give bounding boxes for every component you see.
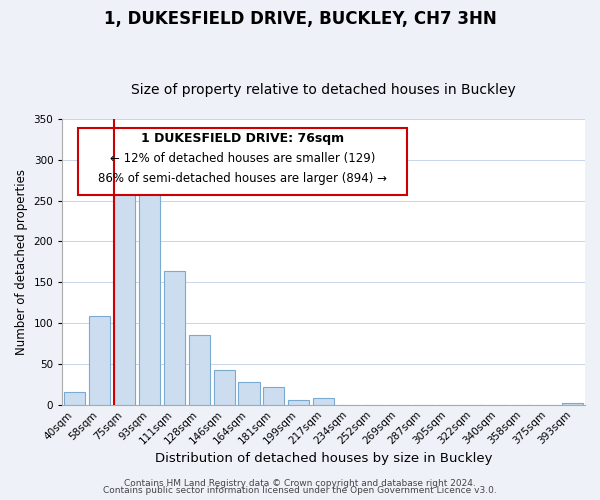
FancyBboxPatch shape: [78, 128, 407, 194]
Bar: [64, 392, 85, 404]
Bar: [238, 382, 260, 404]
Bar: [139, 184, 160, 404]
Bar: [313, 398, 334, 404]
Text: 1, DUKESFIELD DRIVE, BUCKLEY, CH7 3HN: 1, DUKESFIELD DRIVE, BUCKLEY, CH7 3HN: [104, 10, 496, 28]
Title: Size of property relative to detached houses in Buckley: Size of property relative to detached ho…: [131, 83, 516, 97]
Bar: [263, 387, 284, 404]
Bar: [164, 271, 185, 404]
Y-axis label: Number of detached properties: Number of detached properties: [15, 169, 28, 355]
Bar: [114, 166, 135, 404]
Bar: [214, 370, 235, 404]
Text: 1 DUKESFIELD DRIVE: 76sqm: 1 DUKESFIELD DRIVE: 76sqm: [141, 132, 344, 145]
Bar: [188, 334, 210, 404]
Bar: [288, 400, 310, 404]
X-axis label: Distribution of detached houses by size in Buckley: Distribution of detached houses by size …: [155, 452, 493, 465]
Text: 86% of semi-detached houses are larger (894) →: 86% of semi-detached houses are larger (…: [98, 172, 387, 185]
Bar: [89, 316, 110, 404]
Bar: [562, 403, 583, 404]
Text: Contains public sector information licensed under the Open Government Licence v3: Contains public sector information licen…: [103, 486, 497, 495]
Text: Contains HM Land Registry data © Crown copyright and database right 2024.: Contains HM Land Registry data © Crown c…: [124, 478, 476, 488]
Text: ← 12% of detached houses are smaller (129): ← 12% of detached houses are smaller (12…: [110, 152, 376, 165]
